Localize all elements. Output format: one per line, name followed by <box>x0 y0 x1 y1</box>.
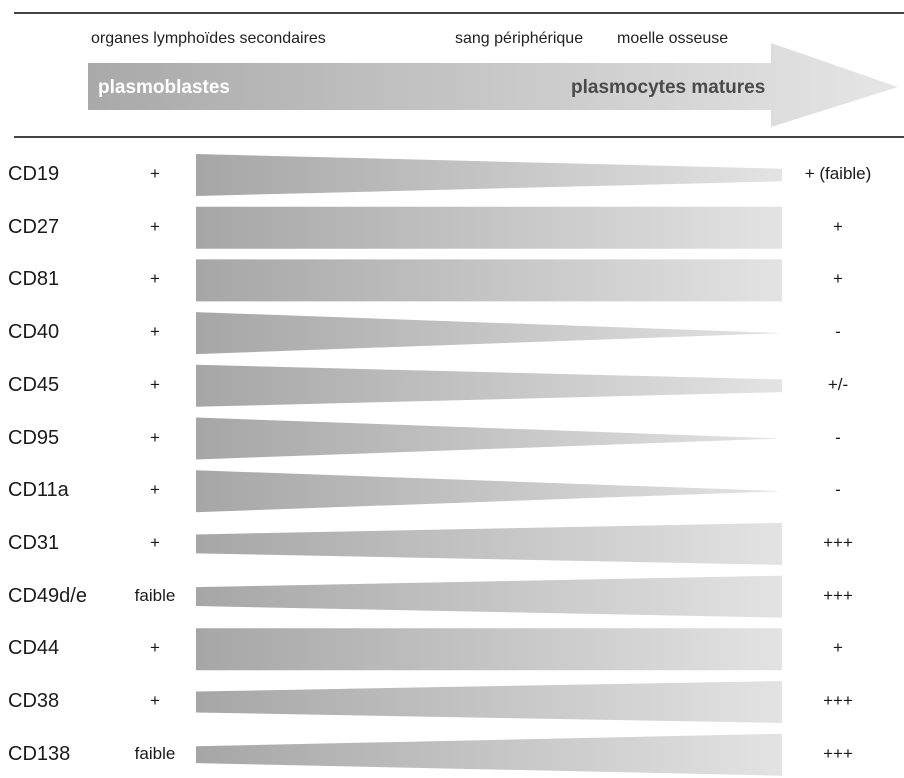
plasmoblast-expression-cd38: + <box>150 691 160 710</box>
plasmoblast-expression-cd31: + <box>150 532 160 552</box>
expression-bar-cd45 <box>196 364 782 407</box>
marker-name-cd40: CD40 <box>8 321 60 344</box>
expression-bar-cd81 <box>196 259 782 302</box>
marker-name-cd27: CD27 <box>8 215 60 238</box>
plasmoblast-expression-cd11a: + <box>150 480 160 500</box>
marker-name-cd49d-e: CD49d/e <box>8 584 87 607</box>
marker-name-cd81: CD81 <box>8 268 60 291</box>
mature-plasma-cell-expression-cd11a: - <box>835 480 841 500</box>
location-label-secondary-lymphoid-organs: organes lymphoïdes secondaires <box>91 30 326 47</box>
plasmoblast-expression-cd27: + <box>150 216 160 236</box>
expression-bar-cd95 <box>196 417 782 460</box>
plasmoblast-expression-cd138: faible <box>134 743 176 763</box>
expression-bar-cd27 <box>196 206 782 249</box>
plasmoblast-expression-cd19: + <box>150 164 160 183</box>
expression-bar-cd19 <box>196 154 782 196</box>
plasmoblast-expression-cd95: + <box>150 427 160 447</box>
development-arrow <box>88 43 898 127</box>
expression-bar-cd40 <box>196 312 782 355</box>
mature-plasma-cell-expression-cd138: +++ <box>823 743 853 763</box>
marker-name-cd19: CD19 <box>8 163 60 185</box>
plasmoblast-expression-cd44: + <box>150 638 160 658</box>
mature-plasma-cell-expression-cd45: +/- <box>827 374 849 394</box>
mature-plasma-cell-expression-cd38: +++ <box>823 691 853 710</box>
plasmoblast-expression-cd81: + <box>150 269 160 289</box>
mature-plasma-cell-expression-cd19: + (faible) <box>804 164 872 183</box>
marker-name-cd138: CD138 <box>8 742 71 765</box>
stage-label-plasmoblasts: plasmoblastes <box>98 77 230 98</box>
expression-bar-cd38 <box>196 681 782 723</box>
plasmoblast-expression-cd49d-e: faible <box>134 585 176 605</box>
mature-plasma-cell-expression-cd40: - <box>835 322 841 342</box>
stage-label-mature-plasma-cells: plasmocytes matures <box>571 77 766 98</box>
mature-plasma-cell-expression-cd95: - <box>835 427 841 447</box>
plasmoblast-expression-cd40: + <box>150 322 160 342</box>
plasmoblast-expression-cd45: + <box>150 374 160 394</box>
marker-name-cd31: CD31 <box>8 531 60 554</box>
expression-bar-cd138 <box>196 733 782 776</box>
mature-plasma-cell-expression-cd49d-e: +++ <box>823 585 853 605</box>
mature-plasma-cell-expression-cd44: + <box>833 638 843 658</box>
marker-name-cd95: CD95 <box>8 426 60 449</box>
marker-name-cd44: CD44 <box>8 637 60 660</box>
marker-name-cd11a: CD11a <box>8 479 69 502</box>
development-arrow-shape <box>88 43 898 127</box>
marker-name-cd45: CD45 <box>8 373 60 396</box>
marker-name-cd38: CD38 <box>8 690 60 712</box>
expression-bar-cd11a <box>196 470 782 513</box>
mature-plasma-cell-expression-cd81: + <box>833 269 843 289</box>
expression-bar-cd49d-e <box>196 575 782 618</box>
mature-plasma-cell-expression-cd31: +++ <box>823 532 853 552</box>
location-label-bone-marrow: moelle osseuse <box>617 30 729 47</box>
expression-bar-cd31 <box>196 522 782 565</box>
expression-bar-cd44 <box>196 628 782 671</box>
location-label-peripheral-blood: sang périphérique <box>455 30 584 47</box>
mature-plasma-cell-expression-cd27: + <box>833 216 843 236</box>
header-divider-rule <box>14 136 904 138</box>
top-rule <box>14 12 904 14</box>
